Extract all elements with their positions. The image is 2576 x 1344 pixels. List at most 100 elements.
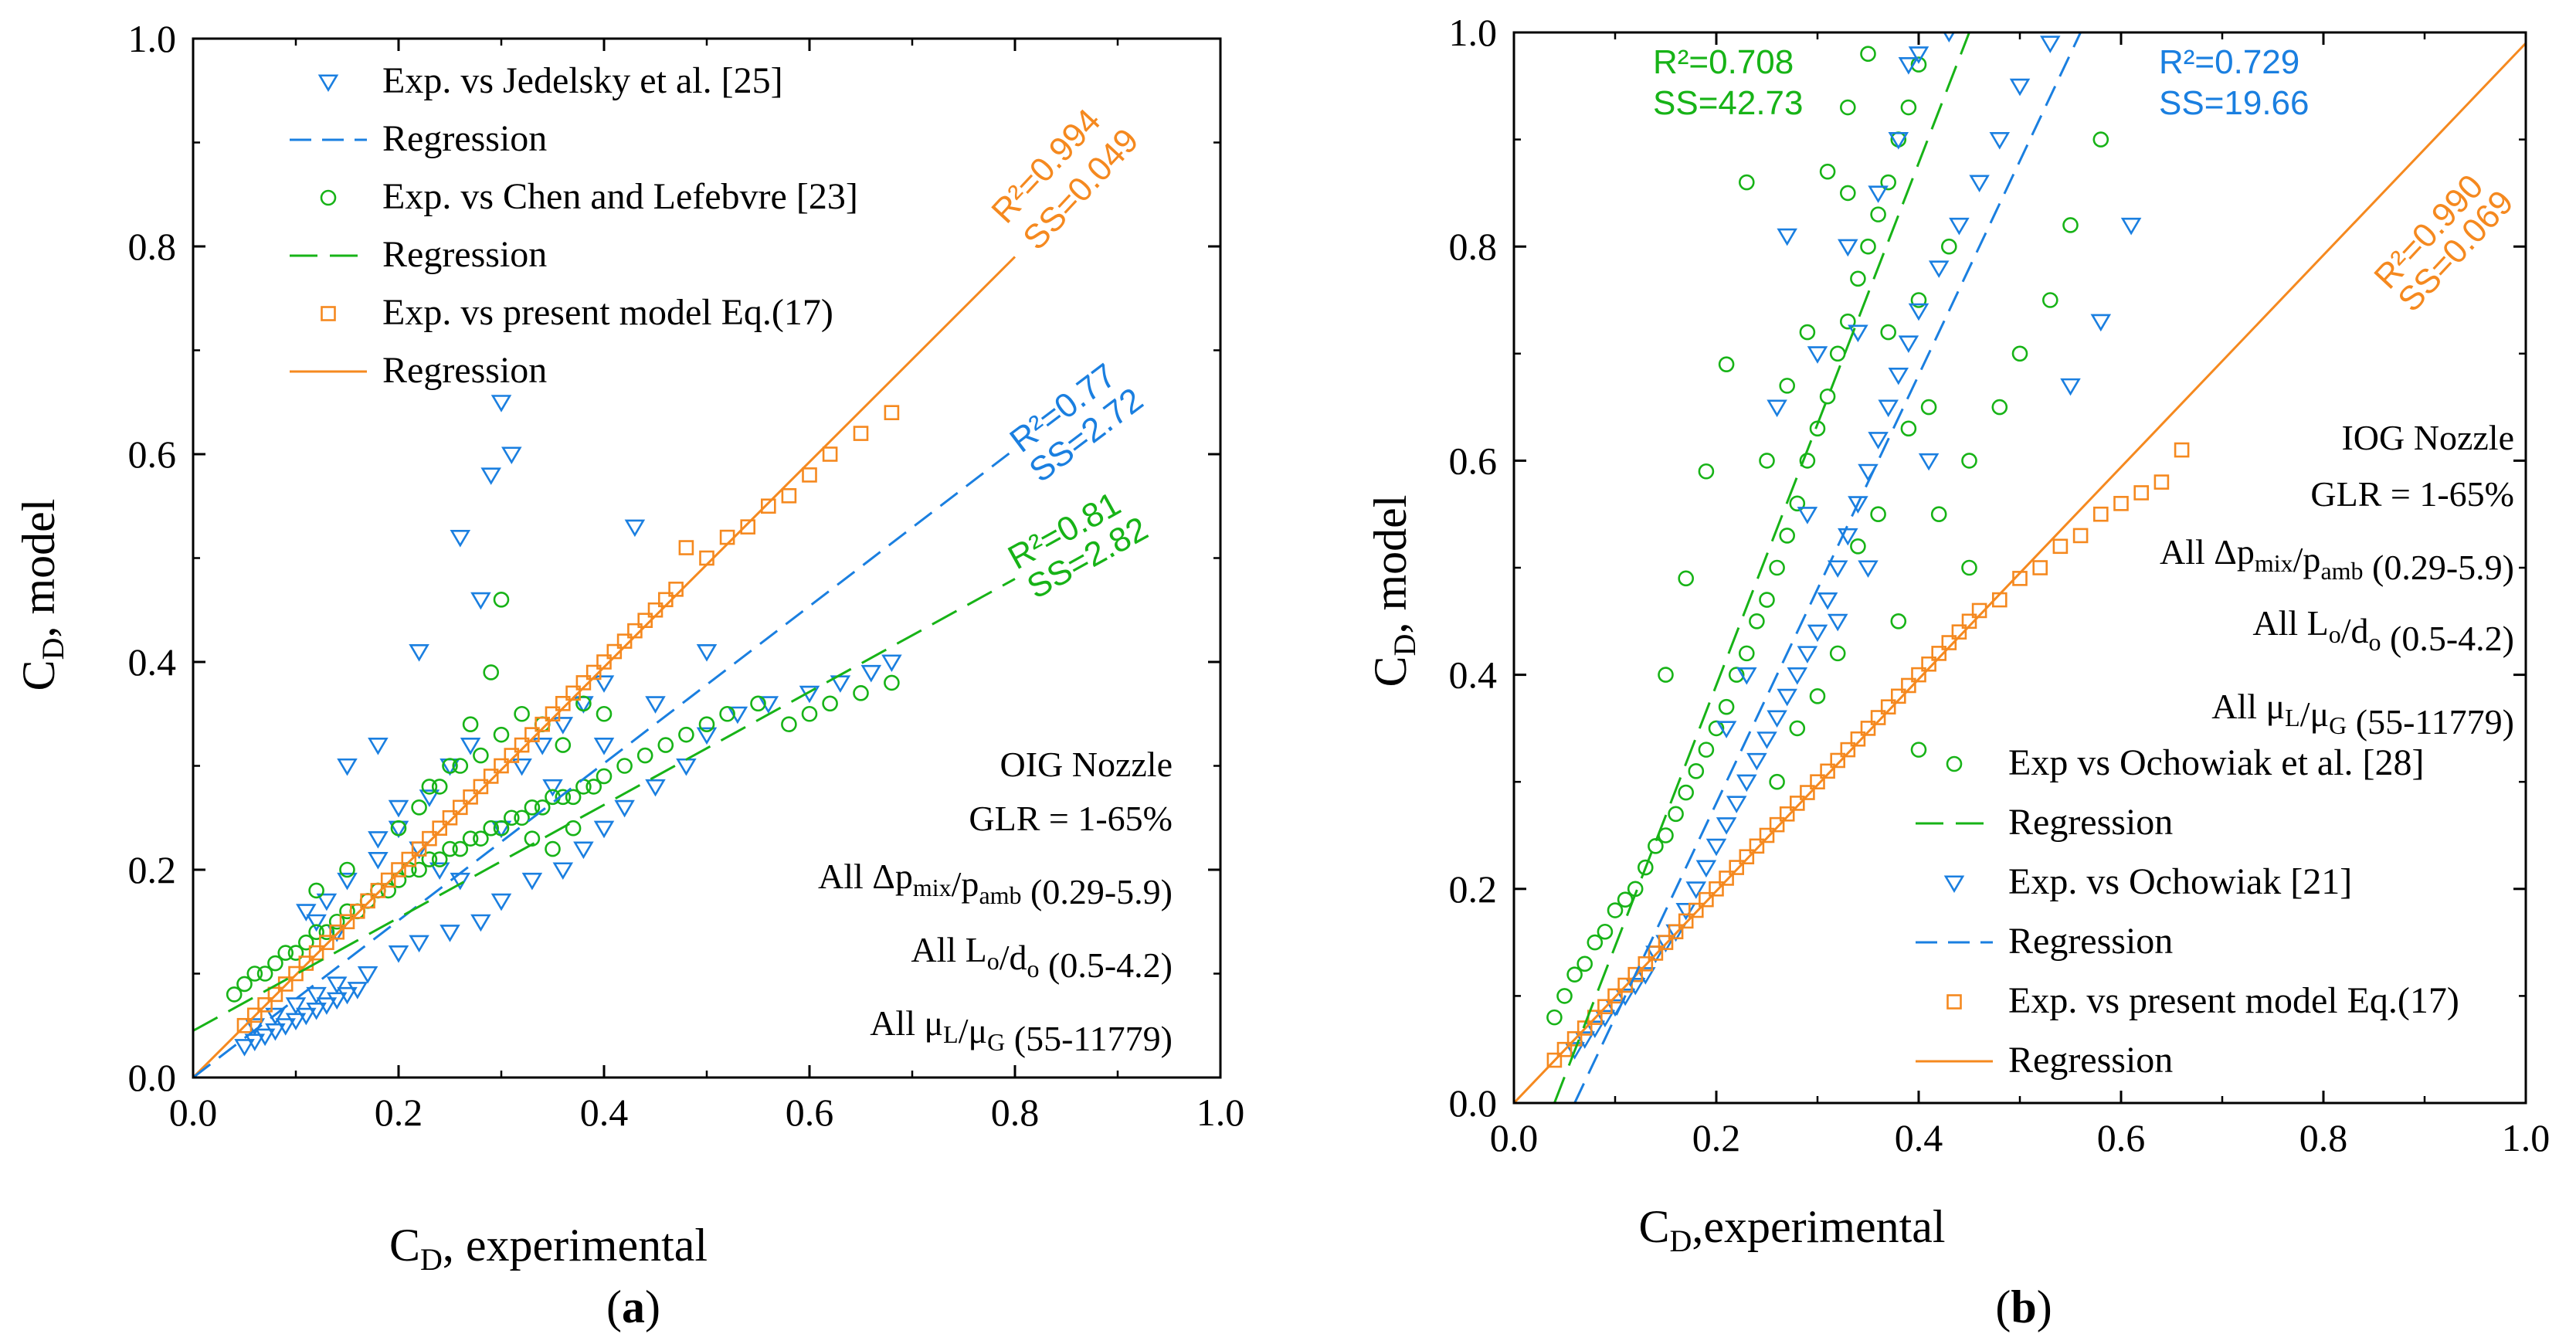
legend-entry: Exp. vs Jedelsky et al. [25]	[317, 60, 783, 101]
data-point	[1898, 57, 1919, 75]
data-point	[236, 1017, 253, 1033]
data-point	[1921, 656, 1936, 672]
data-point	[535, 716, 551, 732]
data-point	[1810, 774, 1825, 790]
data-point	[1830, 752, 1845, 769]
data-point	[1829, 345, 1846, 362]
data-point	[853, 426, 869, 441]
data-point	[534, 799, 551, 816]
legend-entry: Regression	[1916, 921, 2173, 962]
data-point	[462, 830, 479, 847]
data-point	[565, 820, 582, 837]
data-point	[267, 955, 283, 972]
x-tick-label: 0.4	[1895, 1116, 1943, 1159]
data-point	[452, 799, 468, 816]
data-point	[1576, 955, 1593, 972]
data-point	[696, 643, 718, 662]
data-point	[1838, 239, 1858, 257]
data-point	[2011, 345, 2028, 362]
data-point	[2153, 474, 2170, 490]
panel-b-axes: 0.0 0.2 0.4 0.6 0.8 1.0 0.0 0.2 0.4 0.6 0.8 1.0	[1449, 11, 2551, 1159]
legend-entry: Exp. vs Chen and Lefebvre [23]	[320, 176, 858, 217]
data-point	[1658, 935, 1674, 950]
y-tick-label: 0.6	[128, 433, 177, 476]
data-point	[2090, 314, 2112, 332]
data-point	[357, 966, 378, 984]
data-point	[1850, 731, 1866, 747]
data-point	[1699, 891, 1714, 908]
data-point	[422, 830, 437, 847]
data-point	[2052, 538, 2069, 555]
data-point	[1870, 710, 1886, 725]
data-point	[1807, 624, 1828, 643]
data-point	[1880, 324, 1896, 341]
data-point	[2060, 378, 2081, 396]
data-point	[1891, 688, 1906, 704]
note-line: All Lo/do (0.5-4.2)	[911, 930, 1173, 985]
legend-label: Exp. vs Chen and Lefebvre [23]	[382, 176, 858, 217]
data-point	[521, 872, 543, 891]
data-point	[1799, 453, 1816, 469]
x-tick-label: 0.8	[991, 1091, 1040, 1134]
data-point	[1769, 816, 1785, 833]
data-point	[226, 986, 243, 1003]
x-tick-label: 0.2	[375, 1091, 423, 1134]
data-point	[287, 945, 304, 961]
data-point	[2120, 217, 2142, 236]
data-point	[1807, 346, 1828, 364]
data-point	[442, 809, 458, 826]
data-point	[1809, 688, 1826, 704]
data-point	[1736, 774, 1757, 792]
data-point	[1949, 217, 1970, 236]
data-point	[1911, 667, 1926, 683]
data-point	[1739, 645, 1755, 662]
data-point	[740, 519, 756, 535]
series-green	[226, 591, 900, 1003]
data-point	[1716, 721, 1737, 738]
note-line: All Lo/do (0.5-4.2)	[2252, 603, 2514, 658]
data-point	[1769, 773, 1785, 790]
data-point	[470, 914, 491, 932]
data-point	[370, 883, 386, 898]
regression-stat: R²=0.729	[2159, 43, 2299, 81]
data-point	[1820, 763, 1835, 779]
data-point	[1910, 742, 1927, 758]
regression-stat: SS=19.66	[2159, 84, 2310, 122]
data-point	[1888, 132, 1909, 150]
data-point	[555, 695, 571, 711]
panel-b-label: (b)	[1995, 1281, 2052, 1332]
y-tick-label: 0.2	[1449, 867, 1498, 911]
legend-label: Regression	[2008, 1040, 2173, 1081]
data-point	[308, 924, 324, 940]
plot-area	[193, 256, 1016, 1078]
data-point	[750, 695, 766, 712]
data-point	[452, 758, 469, 774]
data-point	[2009, 78, 2031, 97]
data-point	[1829, 645, 1846, 662]
y-tick-label: 0.4	[1449, 653, 1498, 697]
data-point	[504, 748, 520, 763]
data-point	[1840, 742, 1856, 758]
x-tick-label: 0.6	[786, 1091, 834, 1134]
data-point	[552, 862, 574, 881]
data-point	[440, 925, 460, 942]
data-point	[452, 840, 469, 857]
panel-a-axes: 0.0 0.2 0.4 0.6 0.8 1.0 0.0 0.2 0.4 0.6 0.8 1.0	[128, 17, 1245, 1134]
data-point	[391, 862, 406, 877]
data-point	[1597, 923, 1614, 940]
data-point	[678, 726, 694, 743]
data-point	[388, 799, 409, 818]
data-point	[1868, 185, 1889, 203]
data-point	[316, 997, 338, 1015]
data-point	[368, 738, 389, 755]
data-point	[1759, 827, 1775, 843]
data-point	[1638, 859, 1654, 876]
legend-label: Regression	[382, 118, 547, 159]
data-point	[339, 914, 355, 930]
data-point	[297, 934, 314, 951]
data-point	[822, 446, 838, 462]
data-point	[1698, 742, 1715, 758]
legend-entry: Regression	[1916, 1040, 2173, 1081]
data-point	[1850, 270, 1866, 287]
y-tick-label: 0.6	[1449, 439, 1498, 482]
